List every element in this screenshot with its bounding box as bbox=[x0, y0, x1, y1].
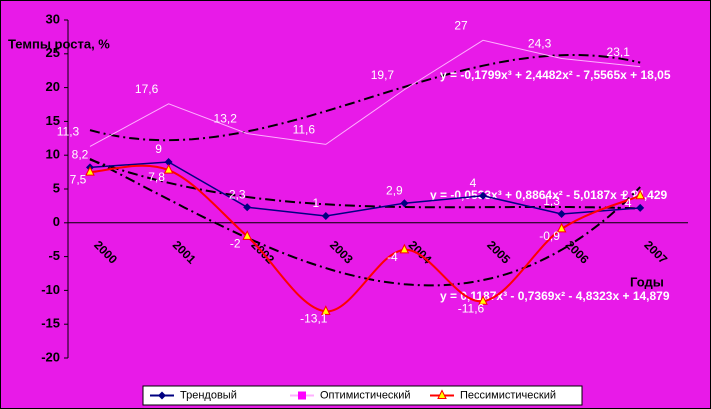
marker bbox=[85, 165, 95, 176]
legend-marker bbox=[158, 391, 166, 400]
legend-label: Оптимистический bbox=[320, 389, 411, 401]
trend-line bbox=[89, 158, 641, 210]
marker bbox=[557, 210, 566, 219]
marker bbox=[242, 230, 253, 240]
series-line bbox=[89, 161, 641, 217]
y-tick-label: -5 bbox=[48, 248, 60, 263]
value-label: -4 bbox=[387, 250, 398, 264]
value-label: 7,8 bbox=[148, 170, 165, 184]
series-line bbox=[89, 39, 641, 147]
value-label: 4 bbox=[625, 196, 632, 210]
y-tick-label: 20 bbox=[46, 79, 60, 94]
value-label: 7,5 bbox=[70, 172, 87, 186]
value-label: 4 bbox=[470, 176, 477, 190]
value-label: 1 bbox=[312, 196, 319, 210]
trend-equation: y = -0,1799x³ + 2,4482x² - 7,5565x + 18,… bbox=[440, 68, 671, 82]
value-label: 2,3 bbox=[229, 187, 246, 201]
trend-line bbox=[89, 158, 641, 287]
value-label: -11,6 bbox=[458, 301, 485, 315]
legend-label: Пессимистический bbox=[460, 389, 556, 401]
value-label: -2 bbox=[230, 236, 241, 250]
y-tick-label: 5 bbox=[53, 180, 60, 195]
value-label: 23,1 bbox=[607, 45, 631, 59]
trend-equation: y = -0,0533x³ + 0,8864x² - 5,0187x + 14,… bbox=[430, 188, 668, 202]
value-label: 2,9 bbox=[386, 183, 403, 197]
value-label: 19,7 bbox=[371, 68, 395, 82]
legend-marker bbox=[437, 389, 447, 399]
y-tick-label: -20 bbox=[41, 349, 60, 364]
y-tick-label: -15 bbox=[41, 316, 60, 331]
value-label: 11,3 bbox=[57, 125, 80, 139]
legend-label: Трендовый bbox=[180, 389, 237, 401]
legend-marker bbox=[298, 391, 306, 400]
marker bbox=[321, 212, 330, 221]
value-label: 9 bbox=[155, 142, 162, 156]
x-axis-title: Годы bbox=[630, 274, 664, 289]
value-label: 13,2 bbox=[214, 112, 238, 126]
marker bbox=[164, 157, 173, 166]
marker bbox=[635, 189, 646, 200]
value-label: 17,6 bbox=[135, 82, 159, 96]
value-label: -13,1 bbox=[300, 312, 328, 326]
y-tick-label: 0 bbox=[53, 214, 60, 229]
marker bbox=[163, 163, 174, 174]
marker bbox=[320, 305, 331, 315]
y-tick-label: 10 bbox=[46, 147, 60, 162]
value-label: 1,3 bbox=[543, 194, 560, 208]
value-label: 24,3 bbox=[528, 37, 552, 51]
y-tick-label: 30 bbox=[46, 11, 60, 26]
value-label: 11,6 bbox=[293, 123, 316, 137]
marker bbox=[479, 191, 487, 200]
value-label: 8,2 bbox=[72, 148, 89, 162]
marker bbox=[556, 222, 567, 233]
legend-box bbox=[142, 385, 583, 406]
marker bbox=[243, 203, 252, 212]
marker bbox=[636, 203, 645, 212]
series-line bbox=[89, 164, 641, 313]
y-tick-label: 15 bbox=[46, 113, 60, 128]
y-tick-label: 25 bbox=[46, 45, 60, 60]
y-axis-title: Темпы роста, % bbox=[8, 36, 110, 51]
y-tick-label: -10 bbox=[41, 282, 60, 297]
value-label: -0,9 bbox=[539, 229, 560, 243]
marker bbox=[399, 243, 410, 254]
value-label: 27 bbox=[454, 18, 468, 32]
marker bbox=[478, 295, 488, 305]
trend-equation: y = 0,1187x³ - 0,7369x² - 4,8323x + 14,8… bbox=[440, 289, 670, 303]
marker bbox=[400, 199, 409, 208]
